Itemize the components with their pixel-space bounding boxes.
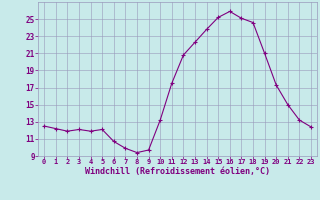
X-axis label: Windchill (Refroidissement éolien,°C): Windchill (Refroidissement éolien,°C) [85,167,270,176]
